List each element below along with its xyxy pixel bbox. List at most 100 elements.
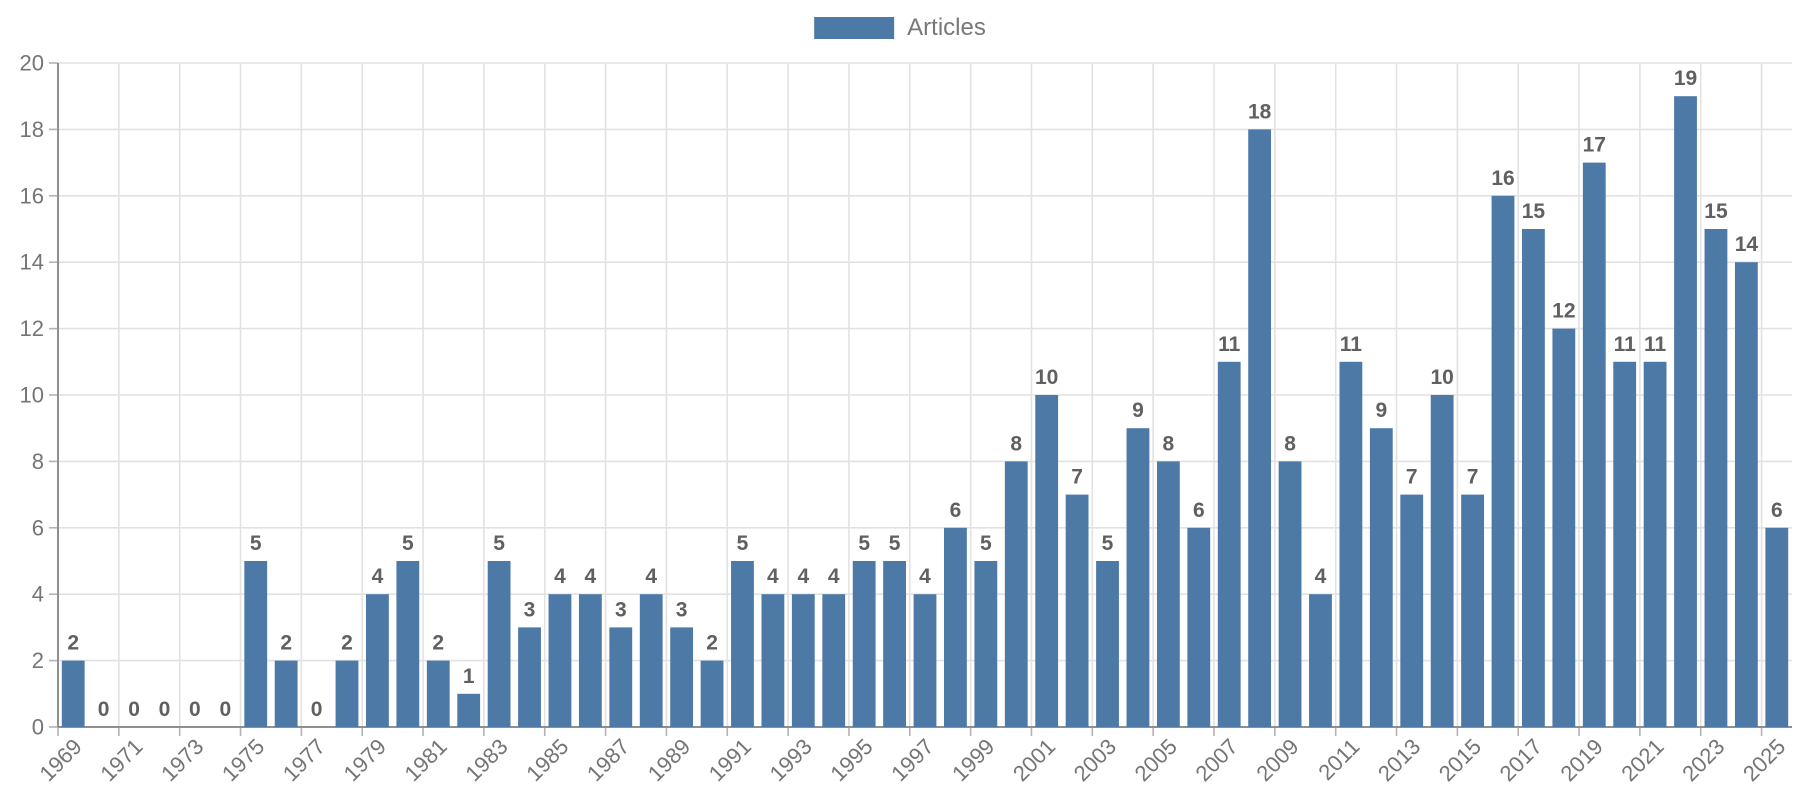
x-tick-label: 1981 bbox=[400, 734, 452, 786]
x-tick-label: 2001 bbox=[1008, 734, 1060, 786]
bar-2011[interactable]: 2011: 11 bbox=[1339, 361, 1363, 727]
bar-1995[interactable]: 1995: 5 bbox=[852, 561, 876, 727]
bar-value-label: 1 bbox=[463, 665, 475, 688]
bar-value-label: 5 bbox=[250, 532, 262, 555]
x-tick-label: 2023 bbox=[1677, 734, 1729, 786]
bar-value-label: 8 bbox=[1284, 432, 1296, 455]
bar-value-label: 4 bbox=[1315, 565, 1327, 588]
bar-1981[interactable]: 1981: 2 bbox=[426, 660, 450, 727]
bar-1978[interactable]: 1978: 2 bbox=[335, 660, 359, 727]
bar-2018[interactable]: 2018: 12 bbox=[1552, 328, 1576, 727]
bar-2006[interactable]: 2006: 6 bbox=[1187, 527, 1211, 727]
bar-value-label: 7 bbox=[1071, 466, 1083, 489]
bar-value-label: 4 bbox=[919, 565, 931, 588]
bar-1975[interactable]: 1975: 5 bbox=[244, 561, 268, 727]
bar-1997[interactable]: 1997: 4 bbox=[913, 594, 937, 727]
bar-value-label: 11 bbox=[1644, 333, 1667, 356]
bar-2007[interactable]: 2007: 11 bbox=[1217, 361, 1241, 727]
bar-value-label: 15 bbox=[1522, 200, 1546, 223]
bar-value-label: 10 bbox=[1430, 366, 1453, 389]
bar-1983[interactable]: 1983: 5 bbox=[487, 561, 511, 727]
bar-value-label: 3 bbox=[676, 598, 688, 621]
bar-2013[interactable]: 2013: 7 bbox=[1400, 494, 1424, 727]
y-tick-label: 2 bbox=[32, 648, 44, 673]
bar-2017[interactable]: 2017: 15 bbox=[1522, 229, 1545, 727]
bar-1999[interactable]: 1999: 5 bbox=[974, 561, 998, 727]
x-tick-label: 2025 bbox=[1738, 734, 1790, 786]
bar-1991[interactable]: 1991: 5 bbox=[731, 561, 754, 727]
bar-value-label: 8 bbox=[1163, 432, 1175, 455]
bar-1979[interactable]: 1979: 4 bbox=[366, 594, 389, 727]
bar-value-label: 6 bbox=[1771, 499, 1783, 522]
x-tick-label: 2009 bbox=[1251, 734, 1303, 786]
y-tick-label: 8 bbox=[32, 449, 44, 474]
x-tick-label: 1993 bbox=[765, 734, 817, 786]
bar-value-label: 2 bbox=[706, 632, 718, 655]
bar-1998[interactable]: 1998: 6 bbox=[944, 527, 967, 727]
bar-1987[interactable]: 1987: 3 bbox=[609, 627, 633, 727]
legend-swatch-articles bbox=[814, 17, 895, 39]
x-tick-label: 2017 bbox=[1495, 734, 1547, 786]
bar-1992[interactable]: 1992: 4 bbox=[761, 594, 785, 727]
bar-1986[interactable]: 1986: 4 bbox=[578, 594, 602, 727]
bar-1989[interactable]: 1989: 3 bbox=[670, 627, 694, 727]
bar-value-label: 4 bbox=[585, 565, 597, 588]
bar-1988[interactable]: 1988: 4 bbox=[639, 594, 663, 727]
x-tick-label: 1991 bbox=[704, 734, 756, 786]
bar-value-label: 17 bbox=[1583, 134, 1606, 157]
bar-1976[interactable]: 1976: 2 bbox=[274, 660, 298, 727]
legend-item-articles[interactable]: Articles bbox=[814, 16, 986, 40]
bar-value-label: 0 bbox=[311, 698, 323, 721]
bar-2010[interactable]: 2010: 4 bbox=[1309, 594, 1332, 727]
bar-2009[interactable]: 2009: 8 bbox=[1278, 461, 1302, 727]
y-tick-label: 12 bbox=[20, 316, 44, 341]
bar-2025[interactable]: 2025: 6 bbox=[1765, 527, 1789, 727]
bar-value-label: 2 bbox=[341, 632, 353, 655]
bar-value-label: 5 bbox=[858, 532, 870, 555]
bar-2004[interactable]: 2004: 9 bbox=[1126, 428, 1150, 727]
bar-value-label: 7 bbox=[1467, 466, 1479, 489]
x-tick-label: 1975 bbox=[217, 734, 269, 786]
bar-2005[interactable]: 2005: 8 bbox=[1156, 461, 1180, 727]
y-tick-label: 16 bbox=[20, 183, 44, 208]
x-tick-label: 2003 bbox=[1069, 734, 1121, 786]
bar-1994[interactable]: 1994: 4 bbox=[822, 594, 846, 727]
bar-1993[interactable]: 1993: 4 bbox=[791, 594, 815, 727]
bar-2001[interactable]: 2001: 10 bbox=[1035, 395, 1059, 727]
bar-value-label: 0 bbox=[189, 698, 201, 721]
bar-2008[interactable]: 2008: 18 bbox=[1248, 129, 1272, 727]
bar-2023[interactable]: 2023: 15 bbox=[1704, 229, 1728, 727]
bar-2002[interactable]: 2002: 7 bbox=[1065, 494, 1089, 727]
bar-value-label: 4 bbox=[645, 565, 657, 588]
y-tick-label: 0 bbox=[32, 715, 44, 740]
bar-1969[interactable]: 1969: 2 bbox=[61, 660, 85, 727]
bar-1980[interactable]: 1980: 5 bbox=[396, 561, 420, 727]
bar-1990[interactable]: 1990: 2 bbox=[700, 660, 724, 727]
bar-value-label: 0 bbox=[219, 698, 231, 721]
y-tick-label: 6 bbox=[32, 515, 44, 540]
bar-2012[interactable]: 2012: 9 bbox=[1369, 428, 1393, 727]
bar-2015[interactable]: 2015: 7 bbox=[1461, 494, 1484, 727]
bar-2021[interactable]: 2021: 11 bbox=[1643, 361, 1667, 727]
bar-value-label: 6 bbox=[1193, 499, 1205, 522]
bar-1985[interactable]: 1985: 4 bbox=[548, 594, 572, 727]
bar-2003[interactable]: 2003: 5 bbox=[1096, 561, 1119, 727]
bar-1984[interactable]: 1984: 3 bbox=[518, 627, 541, 727]
y-tick-label: 4 bbox=[32, 582, 44, 607]
x-tick-label: 1995 bbox=[825, 734, 877, 786]
bar-1982[interactable]: 1982: 1 bbox=[457, 693, 481, 727]
bar-2019[interactable]: 2019: 17 bbox=[1582, 162, 1606, 728]
x-tick-label: 1969 bbox=[34, 734, 86, 786]
bar-2022[interactable]: 2022: 19 bbox=[1674, 96, 1697, 727]
x-tick-label: 1973 bbox=[156, 734, 208, 786]
bar-value-label: 16 bbox=[1491, 167, 1514, 190]
bar-value-label: 11 bbox=[1614, 333, 1637, 356]
bar-value-label: 8 bbox=[1010, 432, 1022, 455]
bar-2016[interactable]: 2016: 16 bbox=[1491, 195, 1515, 728]
bar-1996[interactable]: 1996: 5 bbox=[883, 561, 906, 727]
bar-2014[interactable]: 2014: 10 bbox=[1430, 395, 1454, 727]
